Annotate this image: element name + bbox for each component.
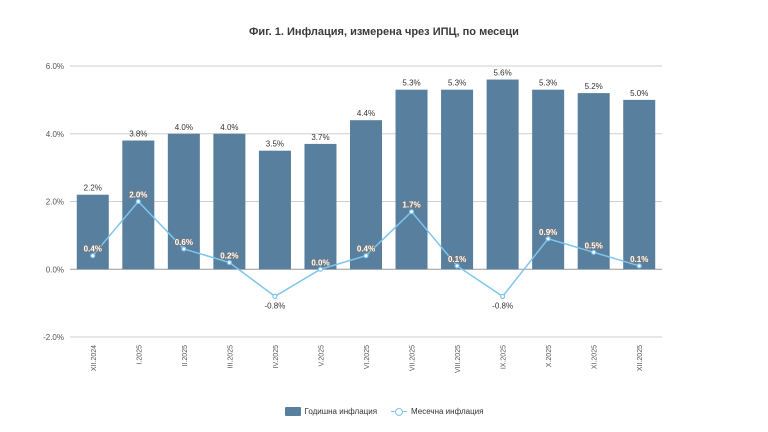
line-point xyxy=(90,253,96,259)
bar-value-label: 4.0% xyxy=(220,123,238,132)
line-point xyxy=(454,263,460,269)
x-tick-label: VIII.2025 xyxy=(455,345,462,373)
line-value-label: 1.7% xyxy=(402,201,420,210)
legend-bar-swatch xyxy=(284,407,301,416)
line-value-label: 0.6% xyxy=(175,238,193,247)
line-point xyxy=(408,209,415,215)
line-value-label: 0.4% xyxy=(84,245,102,254)
x-tick-label: X.2025 xyxy=(546,345,553,367)
bar-value-label: 5.3% xyxy=(448,79,466,88)
x-tick-label: IV.2025 xyxy=(273,345,280,369)
line-value-label: 0.1% xyxy=(630,255,648,264)
line-value-label: 0.2% xyxy=(220,251,238,260)
bar xyxy=(395,89,428,270)
bar-value-label: 5.0% xyxy=(630,89,648,98)
legend-item-monthly[interactable]: Месечна инфлация xyxy=(391,407,483,416)
x-tick-label: VI.2025 xyxy=(364,345,371,369)
bar-value-label: 3.8% xyxy=(129,130,147,139)
legend-label-annual: Годишна инфлация xyxy=(304,407,378,416)
x-tick-label: II.2025 xyxy=(182,345,189,367)
chart-title: Фиг. 1. Инфлация, измерена чрез ИПЦ, по … xyxy=(249,26,519,38)
line-value-label: 0.9% xyxy=(539,228,557,237)
bar-value-label: 5.2% xyxy=(585,82,603,91)
x-tick-label: XI.2025 xyxy=(592,345,599,369)
bar-value-label: 4.0% xyxy=(175,123,193,132)
bar xyxy=(122,140,155,270)
y-tick-label: 2.0% xyxy=(46,198,64,207)
bar xyxy=(486,79,519,270)
y-tick-label: 4.0% xyxy=(46,130,64,139)
line-value-label: -0.8% xyxy=(492,301,513,310)
line-point xyxy=(636,263,642,269)
line-point xyxy=(500,293,506,299)
bar-value-label: 2.2% xyxy=(84,184,102,193)
bar-value-label: 5.3% xyxy=(539,79,557,88)
line-value-label: 0.4% xyxy=(357,245,375,254)
bar xyxy=(623,99,656,270)
bar xyxy=(213,133,246,270)
legend-label-monthly: Месечна инфлация xyxy=(411,407,484,416)
x-tick-label: I.2025 xyxy=(136,345,143,365)
line-point xyxy=(591,249,597,255)
line-point xyxy=(317,266,324,272)
line-value-label: 2.0% xyxy=(129,191,147,200)
bar xyxy=(441,89,474,270)
line-value-label: 0.0% xyxy=(311,258,329,267)
bar xyxy=(304,143,337,270)
bar-value-label: 3.5% xyxy=(266,140,284,149)
x-tick-label: V.2025 xyxy=(318,345,325,367)
line-point xyxy=(545,236,551,242)
bar-value-label: 5.6% xyxy=(493,69,511,78)
x-tick-label: XII.2025 xyxy=(637,345,644,371)
x-tick-label: III.2025 xyxy=(227,345,234,368)
line-value-label: 0.1% xyxy=(448,255,466,264)
line-value-label: -0.8% xyxy=(264,301,285,310)
legend-line-swatch xyxy=(391,407,408,416)
line-point xyxy=(363,253,369,259)
line-value-label: 0.5% xyxy=(585,241,603,250)
legend: Годишна инфлация Месечна инфлация xyxy=(0,407,768,416)
y-tick-label: 0.0% xyxy=(46,265,64,274)
line-point xyxy=(181,246,187,252)
x-tick-label: VII.2025 xyxy=(410,345,417,371)
y-tick-label: -2.0% xyxy=(43,333,64,342)
legend-item-annual[interactable]: Годишна инфлация xyxy=(284,407,378,416)
bar xyxy=(577,93,610,270)
line-point xyxy=(226,259,232,266)
bar-value-label: 3.7% xyxy=(311,133,329,142)
y-tick-label: 6.0% xyxy=(46,62,64,71)
bar-value-label: 5.3% xyxy=(402,79,420,88)
x-tick-label: XII.2024 xyxy=(91,345,98,371)
x-tick-label: IX.2025 xyxy=(501,345,508,369)
line-point xyxy=(272,293,278,299)
line-point xyxy=(135,198,141,205)
bar-value-label: 4.4% xyxy=(357,109,375,118)
bar xyxy=(258,150,291,270)
